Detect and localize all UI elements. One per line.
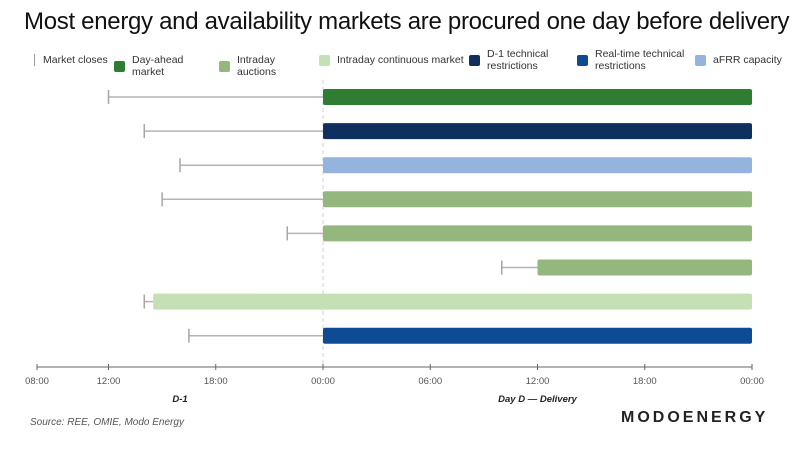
legend-swatch — [219, 60, 230, 72]
legend-label: Day-ahead market — [132, 54, 184, 78]
delivery-bar — [323, 327, 752, 344]
legend-item: Day-ahead market — [114, 54, 214, 78]
chart-title: Most energy and availability markets are… — [24, 8, 790, 35]
brand-logo: MODOENERGY — [621, 409, 769, 426]
source-note: Source: REE, OMIE, Modo Energy — [30, 417, 184, 428]
delivery-bar — [323, 89, 752, 105]
market-close-marker-swatch — [34, 54, 35, 66]
legend-item: aFRR capacity — [695, 54, 795, 66]
legend-label: Intraday continuous market — [337, 54, 464, 66]
legend-label: Real-time technical restrictions — [595, 48, 685, 72]
legend-item: Intraday continuous market — [319, 54, 464, 66]
delivery-bar — [323, 123, 752, 140]
delivery-bar — [323, 191, 752, 208]
legend-item: Intraday auctions — [219, 54, 314, 78]
legend-item: Real-time technical restrictions — [577, 48, 687, 72]
delivery-bar — [323, 157, 752, 174]
delivery-bar — [153, 293, 752, 310]
legend-label: D-1 technical restrictions — [487, 48, 549, 72]
legend-item: D-1 technical restrictions — [469, 48, 569, 72]
legend-swatch — [577, 54, 588, 66]
day-label: Day D — Delivery — [498, 394, 577, 405]
legend-swatch — [319, 54, 330, 66]
x-tick-label: 00:00 — [740, 376, 764, 387]
x-tick-label: 00:00 — [311, 376, 335, 387]
legend-swatch — [695, 54, 706, 66]
legend-swatch — [114, 60, 125, 72]
x-tick-label: 12:00 — [526, 376, 550, 387]
legend-item: Market closes — [34, 54, 109, 66]
legend-label: aFRR capacity — [713, 54, 782, 66]
x-tick-label: 18:00 — [204, 376, 228, 387]
legend-swatch — [469, 54, 480, 66]
x-tick-label: 12:00 — [97, 376, 121, 387]
delivery-bar — [537, 259, 752, 276]
x-tick-label: 06:00 — [418, 376, 442, 387]
legend-label: Market closes — [43, 54, 108, 66]
delivery-bar — [323, 225, 752, 242]
x-tick-label: 18:00 — [633, 376, 657, 387]
day-label: D-1 — [172, 394, 187, 405]
x-tick-label: 08:00 — [25, 376, 49, 387]
legend-label: Intraday auctions — [237, 54, 277, 78]
